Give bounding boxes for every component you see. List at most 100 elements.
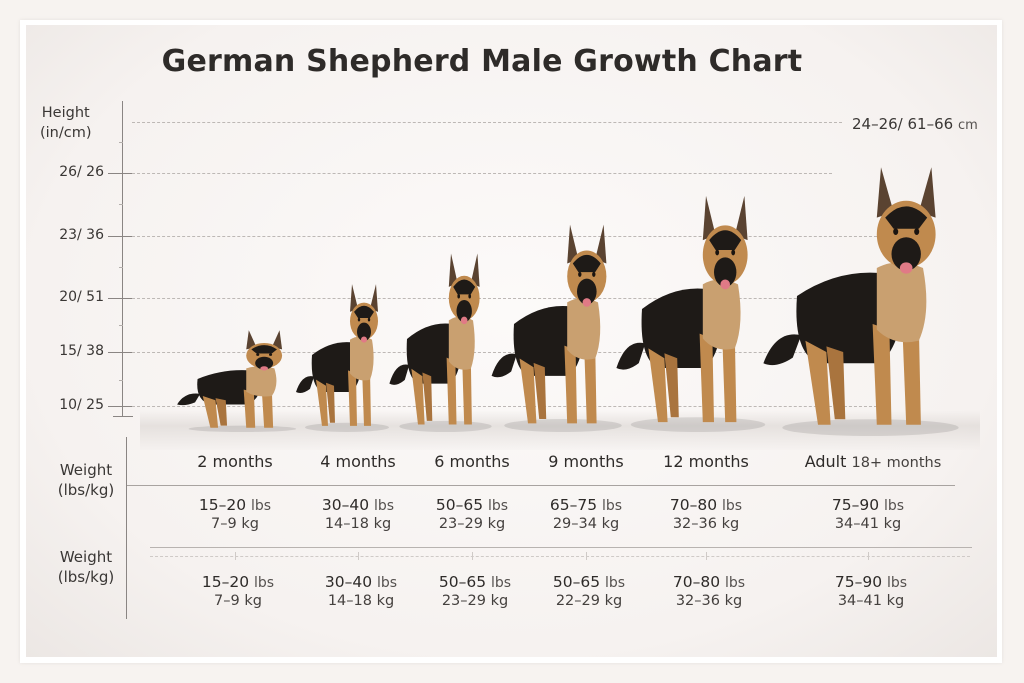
height-axis-label-line1: Height	[41, 105, 90, 121]
weight-lbs-unit: lbs	[254, 575, 275, 591]
weight-kg-value: 14–18 kg	[324, 516, 392, 532]
table-divider-vertical	[126, 437, 127, 619]
weight-row1-label-title: Weight	[59, 461, 113, 479]
age-label: 4 months	[320, 452, 396, 471]
gridline	[132, 406, 877, 407]
height-minor-tick	[119, 380, 123, 381]
weight-lbs-value: 65–75	[549, 496, 598, 514]
weight-kg-value: 23–29 kg	[438, 516, 506, 532]
table-row-divider	[150, 547, 972, 548]
table-header-divider	[127, 485, 955, 486]
weight-cell: 30–40 lbs 14–18 kg	[298, 496, 418, 532]
weight-row2-label: Weight (lbs/kg)	[40, 547, 132, 587]
age-column-header: 12 months	[646, 452, 766, 471]
weight-cell: 15–20 lbs 7–9 kg	[175, 496, 295, 532]
weight-kg-value: 7–9 kg	[214, 593, 262, 609]
german-shepherd-dog-2-months-icon	[172, 326, 300, 436]
height-tick-mark	[108, 352, 132, 353]
height-tick-mark	[108, 236, 132, 237]
gridline-top	[132, 122, 842, 123]
weight-cell: 50–65 lbs 23–29 kg	[415, 573, 535, 609]
weight-cell: 70–80 lbs 32–36 kg	[649, 573, 769, 609]
weight-row2-label-title: Weight	[59, 548, 113, 566]
weight-cell: 75–90 lbs 34–41 kg	[808, 496, 928, 532]
age-column-header: 4 months	[298, 452, 418, 471]
weight-lbs-unit: lbs	[605, 575, 626, 591]
chart-title: German Shepherd Male Growth Chart	[161, 44, 803, 79]
age-column-header: Adult 18+ months	[793, 452, 953, 471]
age-column-header: 9 months	[526, 452, 646, 471]
weight-cell: 50–65 lbs 22–29 kg	[529, 573, 649, 609]
weight-lbs-unit: lbs	[377, 575, 398, 591]
gridline	[132, 352, 877, 353]
weight-kg-value: 22–29 kg	[555, 593, 623, 609]
weight-lbs-unit: lbs	[887, 575, 908, 591]
age-label: 2 months	[197, 452, 273, 471]
weight-lbs-value: 75–90	[834, 573, 883, 591]
height-minor-tick	[119, 142, 123, 143]
weight-kg-value: 23–29 kg	[441, 593, 509, 609]
weight-lbs-value: 75–90	[831, 496, 880, 514]
weight-cell: 65–75 lbs 29–34 kg	[526, 496, 646, 532]
height-minor-tick	[119, 204, 123, 205]
weight-kg-value: 7–9 kg	[211, 516, 259, 532]
height-tick-label: 10/ 25	[59, 397, 104, 413]
height-tick-label: 26/ 26	[59, 164, 104, 180]
age-label: 6 months	[434, 452, 510, 471]
height-tick-mark	[108, 406, 132, 407]
height-axis-label: Height (in/cm)	[40, 103, 92, 143]
table-dashed-tick	[358, 552, 359, 560]
height-tick-label: 15/ 38	[59, 343, 104, 359]
age-label: Adult	[804, 452, 847, 471]
weight-lbs-value: 30–40	[321, 496, 370, 514]
gridline	[132, 298, 877, 299]
height-axis-foot	[113, 416, 133, 417]
weight-lbs-value: 70–80	[669, 496, 718, 514]
weight-cell: 15–20 lbs 7–9 kg	[178, 573, 298, 609]
weight-kg-value: 14–18 kg	[327, 593, 395, 609]
german-shepherd-dog-4-months-icon	[292, 278, 392, 436]
height-minor-tick	[119, 267, 123, 268]
weight-lbs-unit: lbs	[251, 498, 272, 514]
table-dashed-tick	[235, 552, 236, 560]
weight-kg-value: 34–41 kg	[837, 593, 905, 609]
weight-cell: 30–40 lbs 14–18 kg	[301, 573, 421, 609]
adult-height-value: 24–26/ 61–66	[852, 115, 954, 133]
age-label: 12 months	[663, 452, 749, 471]
height-axis-line	[122, 101, 123, 417]
weight-lbs-unit: lbs	[488, 498, 509, 514]
weight-lbs-value: 70–80	[672, 573, 721, 591]
height-tick-label: 20/ 51	[59, 289, 104, 305]
gridline	[132, 236, 877, 237]
weight-row1-label: Weight (lbs/kg)	[40, 460, 132, 500]
table-dashed-tick	[868, 552, 869, 560]
weight-lbs-unit: lbs	[602, 498, 623, 514]
height-tick-mark	[108, 298, 132, 299]
german-shepherd-dog-adult-icon	[755, 156, 965, 440]
german-shepherd-dog-6-months-icon	[385, 246, 495, 436]
age-column-header: 2 months	[175, 452, 295, 471]
height-tick-mark	[108, 173, 132, 174]
weight-kg-value: 34–41 kg	[834, 516, 902, 532]
weight-cell: 70–80 lbs 32–36 kg	[646, 496, 766, 532]
height-minor-tick	[119, 325, 123, 326]
age-label: 9 months	[548, 452, 624, 471]
weight-cell: 50–65 lbs 23–29 kg	[412, 496, 532, 532]
age-column-header: 6 months	[412, 452, 532, 471]
weight-lbs-unit: lbs	[884, 498, 905, 514]
table-dashed-tick	[706, 552, 707, 560]
weight-kg-value: 32–36 kg	[672, 516, 740, 532]
weight-lbs-unit: lbs	[725, 575, 746, 591]
weight-lbs-unit: lbs	[722, 498, 743, 514]
adult-height-annotation: 24–26/ 61–66 cm	[852, 115, 978, 133]
weight-kg-value: 29–34 kg	[552, 516, 620, 532]
table-dashed-tick	[586, 552, 587, 560]
weight-row2-label-unit: (lbs/kg)	[57, 568, 115, 586]
weight-lbs-value: 50–65	[435, 496, 484, 514]
gridline	[132, 173, 832, 174]
weight-lbs-unit: lbs	[491, 575, 512, 591]
weight-lbs-value: 30–40	[324, 573, 373, 591]
weight-lbs-unit: lbs	[374, 498, 395, 514]
adult-height-unit: cm	[957, 118, 978, 133]
age-sublabel: 18+ months	[851, 455, 942, 471]
